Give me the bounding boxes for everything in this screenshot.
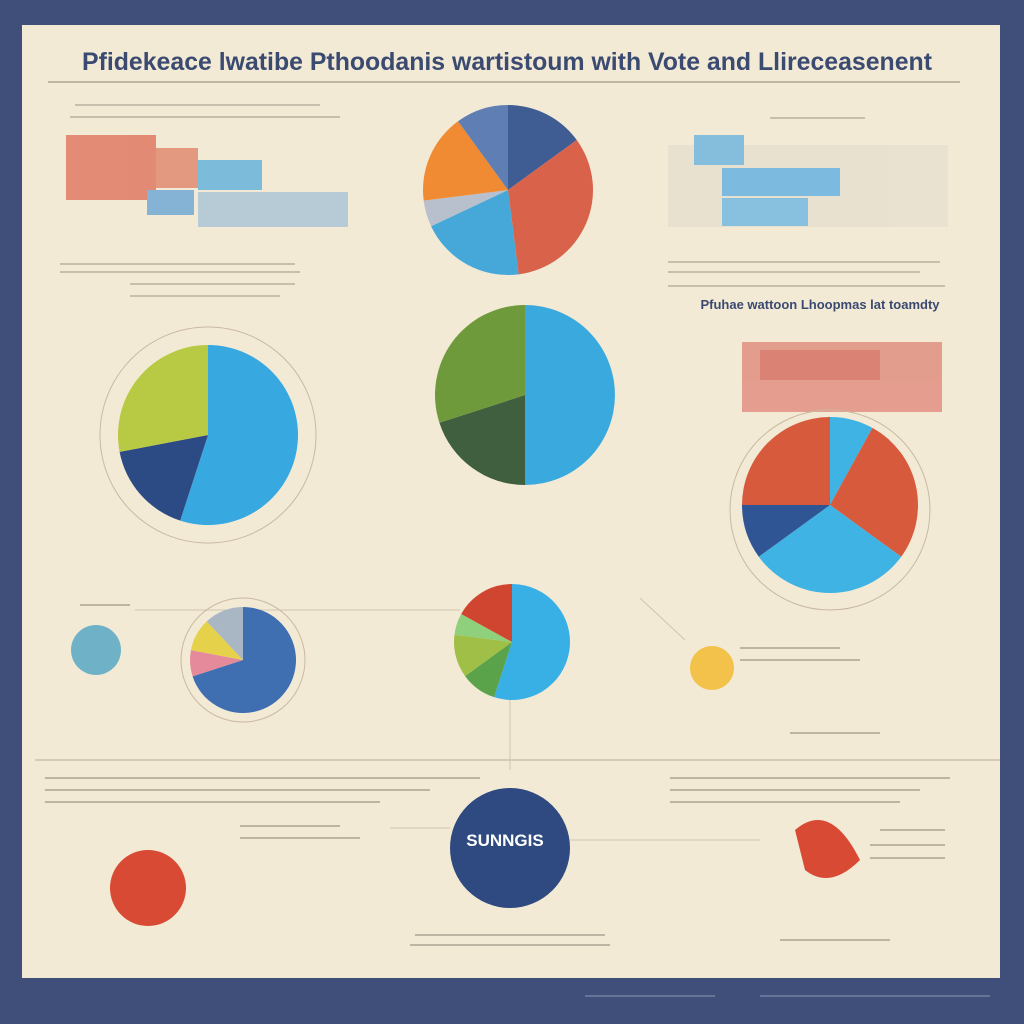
pie-slice (758, 505, 902, 593)
ring (180, 597, 306, 723)
pie-slice (423, 190, 508, 227)
pie-slice (454, 614, 512, 642)
text-lines (45, 597, 950, 946)
pie-slice (454, 634, 512, 677)
pie-slice (439, 395, 525, 485)
dot (690, 646, 734, 690)
badge-text: SUNNGIS (466, 831, 543, 850)
pie-slice (117, 345, 208, 452)
pie-slice (119, 435, 208, 521)
pie-slice (423, 121, 508, 201)
pie-slice (206, 607, 243, 660)
decoration (795, 820, 860, 878)
pie-slice (508, 140, 593, 275)
dot (71, 625, 121, 675)
pie-slice (190, 621, 243, 660)
pie-slice (742, 505, 830, 557)
pie-slice (192, 607, 296, 713)
pie-slice (525, 305, 615, 485)
pie-slice (830, 427, 919, 557)
ring (729, 409, 931, 611)
pie-slice (458, 105, 508, 190)
pie-slice (494, 584, 571, 701)
pie-slice (190, 650, 243, 677)
pie-slice (435, 305, 525, 423)
bar-panel (668, 117, 948, 412)
ring (99, 326, 317, 544)
subheading: Pfuhae wattoon Lhoopmas lat toamdty (700, 297, 940, 312)
badge-circle (450, 788, 570, 908)
pie-slice (508, 105, 577, 190)
title: Pfidekeace lwatibe Pthoodanis wartistoum… (82, 48, 933, 76)
dot (110, 850, 186, 926)
pie-slice (180, 345, 299, 525)
bar-panel (60, 104, 348, 297)
pie-slice (830, 417, 873, 505)
pies (117, 105, 919, 713)
pie-slice (742, 417, 830, 505)
pie-slice (465, 642, 512, 698)
pie-slice (461, 584, 512, 642)
pie-slice (431, 190, 519, 275)
